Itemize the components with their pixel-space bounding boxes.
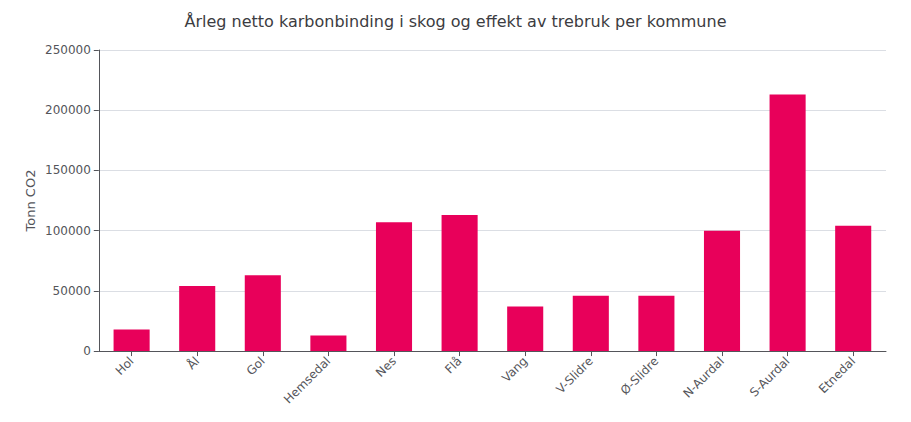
svg-text:Flå: Flå — [442, 354, 464, 376]
svg-text:Ø-Slidre: Ø-Slidre — [618, 354, 662, 398]
svg-text:0: 0 — [83, 344, 91, 358]
svg-text:V-Slidre: V-Slidre — [554, 354, 596, 396]
svg-text:Hemsedal: Hemsedal — [281, 354, 333, 406]
svg-text:Årleg netto karbonbinding i sk: Årleg netto karbonbinding i skog og effe… — [185, 12, 727, 31]
svg-text:Vang: Vang — [499, 354, 530, 385]
svg-text:Etnedal: Etnedal — [816, 354, 858, 396]
svg-text:N-Aurdal: N-Aurdal — [680, 354, 727, 401]
svg-text:Hol: Hol — [113, 354, 137, 378]
svg-text:Nes: Nes — [373, 354, 399, 380]
svg-text:150000: 150000 — [45, 163, 91, 177]
svg-text:50000: 50000 — [53, 284, 91, 298]
svg-text:100000: 100000 — [45, 224, 91, 238]
svg-text:200000: 200000 — [45, 103, 91, 117]
svg-text:Gol: Gol — [244, 354, 268, 378]
svg-text:Tonn CO2: Tonn CO2 — [23, 170, 38, 233]
svg-text:250000: 250000 — [45, 43, 91, 57]
svg-text:S-Aurdal: S-Aurdal — [747, 354, 793, 400]
svg-text:Ål: Ål — [183, 353, 202, 372]
